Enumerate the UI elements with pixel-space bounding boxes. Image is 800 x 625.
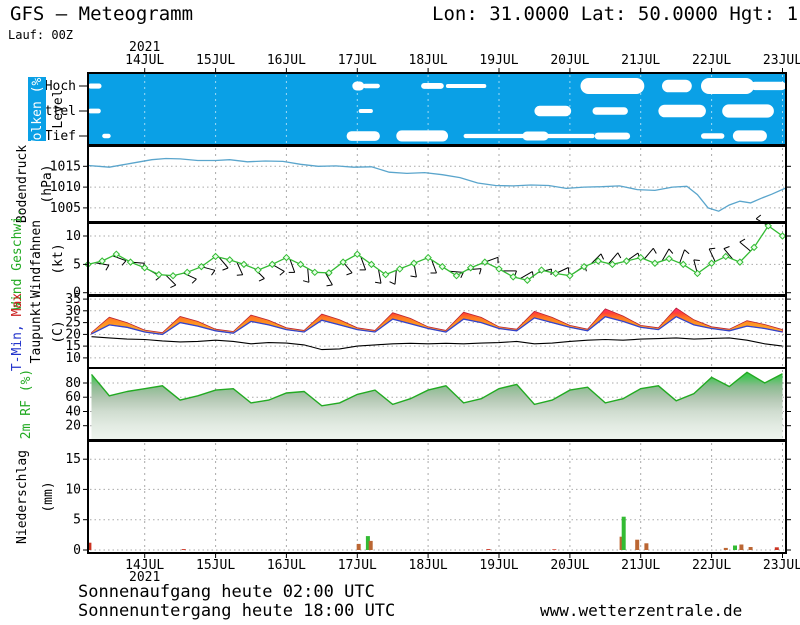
y-tick-label: 80 <box>65 376 81 391</box>
dewpoint-line <box>91 336 783 351</box>
x-tick-label-top: 18JUL <box>409 53 448 68</box>
axis-title-humidity-0: 2m RF (%) <box>19 369 34 439</box>
wind-speed-line <box>87 224 783 282</box>
axis-title-precipitation-0: Niederschlag <box>15 450 30 544</box>
sunrise-text: Sonnenaufgang heute 02:00 UTC <box>78 582 375 602</box>
axis-title-temperature-2: (C) <box>51 320 66 343</box>
x-tick-label-top: 21JUL <box>621 53 660 68</box>
y-tick-label: 15 <box>65 452 81 467</box>
axis-title-level: Level <box>51 89 66 128</box>
axis-title-temperature-1: Taupunkt <box>29 301 44 364</box>
y-tick-label: 25 <box>65 316 81 331</box>
x-tick-label-bottom: 23JUL <box>763 558 800 573</box>
humidity-line <box>90 371 783 407</box>
axis-title-pressure-1: (hPa) <box>40 164 55 203</box>
axis-title-clouds: Wolken (%) <box>30 70 45 148</box>
x-tick-label-top: 15JUL <box>196 53 235 68</box>
humidity-area <box>91 372 783 440</box>
axis-title-wind-2: (kt) <box>51 243 66 274</box>
x-tick-label-bottom: 14JUL <box>125 558 164 573</box>
header-coordinates: Lon: 31.0000 Lat: 50.0000 Hgt: 1 <box>432 3 799 25</box>
run-label: Lauf: 00Z <box>8 28 74 42</box>
y-tick-label: 0 <box>73 543 81 558</box>
axis-title-wind-1: Windfahnen <box>29 220 44 298</box>
x-axis-year-bottom: 2021 <box>129 570 160 585</box>
y-tick-label: 20 <box>65 327 81 342</box>
clouds-axis-badge <box>28 77 46 141</box>
y-tick-label: 40 <box>65 405 81 420</box>
x-tick-label-top: 17JUL <box>338 53 377 68</box>
x-tick-label-top: 16JUL <box>267 53 306 68</box>
page-title: GFS – Meteogramm <box>10 3 194 25</box>
panel-pressure: 1005 1010 1015 Bodendruck (hPa) <box>15 145 791 223</box>
y-tick-label: 5 <box>73 257 81 272</box>
cloud-blobs <box>88 78 786 142</box>
panel-wind: 0 5 10 Wind Geschwi. Windfahnen (kt) <box>10 208 791 310</box>
wind-barbs <box>95 214 769 289</box>
x-tick-label-bottom: 15JUL <box>196 558 235 573</box>
x-tick-label-bottom: 18JUL <box>409 558 448 573</box>
x-tick-label-top: 20JUL <box>550 53 589 68</box>
x-axis: 14JUL 14JUL 15JUL 15JUL 16JUL 16JUL 17JUL 17JUL… <box>125 40 800 585</box>
x-tick-label-bottom: 21JUL <box>621 558 660 573</box>
y-tick-label: 20 <box>65 419 81 434</box>
precip-bars <box>87 516 779 550</box>
wind-markers <box>84 222 787 284</box>
axis-title-wind-0: Wind Geschwi. <box>10 208 25 310</box>
x-tick-label-top: 22JUL <box>692 53 731 68</box>
axis-title-temperature-0: T-Min, Max <box>10 293 25 371</box>
axis-title-pressure-0: Bodendruck <box>15 145 30 223</box>
y-tick-label: 5 <box>73 513 81 528</box>
y-tick-label: 1005 <box>50 201 81 216</box>
y-tick-label: 60 <box>65 390 81 405</box>
y-tick-label: 1010 <box>50 180 81 195</box>
cloud-row-label: Tief <box>45 129 76 144</box>
panel-precipitation: 0 5 10 15 Niederschlag (mm) <box>15 440 791 558</box>
axis-title-precipitation-1: (mm) <box>41 481 56 512</box>
y-tick-label: 10 <box>65 351 81 366</box>
y-tick-label: 0 <box>73 286 81 301</box>
y-tick-label: 30 <box>65 304 81 319</box>
y-tick-label: 10 <box>65 229 81 244</box>
y-tick-label: 15 <box>65 339 81 354</box>
pressure-line <box>87 157 787 212</box>
y-tick-label: 10 <box>65 482 81 497</box>
x-tick-label-bottom: 22JUL <box>692 558 731 573</box>
cloud-row-label: Hoch <box>45 79 76 94</box>
x-tick-label-top: 19JUL <box>479 53 518 68</box>
x-tick-label-top: 14JUL <box>125 53 164 68</box>
x-tick-label-bottom: 19JUL <box>479 558 518 573</box>
x-tick-label-bottom: 16JUL <box>267 558 306 573</box>
sunset-text: Sonnenuntergang heute 18:00 UTC <box>78 601 396 621</box>
x-tick-label-bottom: 20JUL <box>550 558 589 573</box>
tmin-line <box>91 315 783 336</box>
x-tick-label-bottom: 17JUL <box>338 558 377 573</box>
x-tick-label-top: 23JUL <box>763 53 800 68</box>
watermark-text: www.wetterzentrale.de <box>540 601 743 620</box>
x-axis-year-top: 2021 <box>129 40 160 55</box>
y-tick-label: 1015 <box>50 159 81 174</box>
y-tick-label: 35 <box>65 292 81 307</box>
